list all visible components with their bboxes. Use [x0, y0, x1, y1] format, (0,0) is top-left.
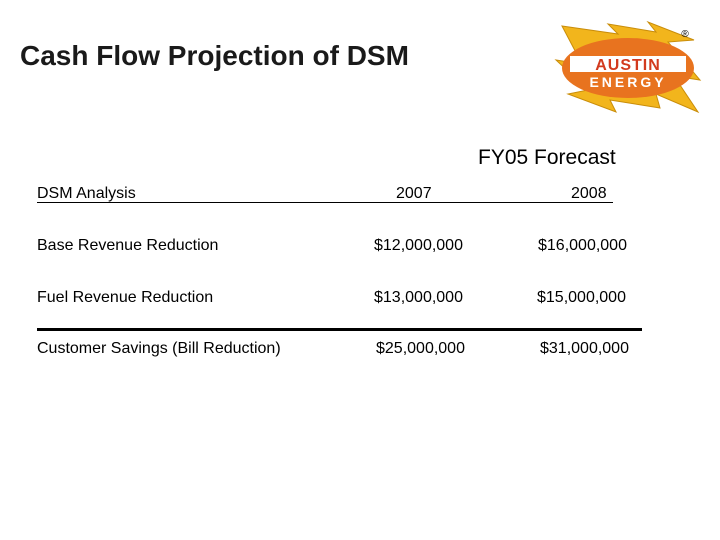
header-underline [37, 202, 613, 203]
logo-text-energy: ENERGY [589, 74, 666, 90]
row-label-base-revenue: Base Revenue Reduction [37, 237, 219, 254]
slide-title: Cash Flow Projection of DSM [20, 40, 409, 71]
header-label-dsm-analysis: DSM Analysis [37, 185, 136, 202]
row-value-base-2008: $16,000,000 [538, 237, 627, 254]
total-divider-line [37, 328, 642, 331]
row-value-fuel-2007: $13,000,000 [374, 289, 463, 306]
logo-band [570, 56, 686, 72]
row-value-base-2007: $12,000,000 [374, 237, 463, 254]
total-label-customer-savings: Customer Savings (Bill Reduction) [37, 340, 281, 357]
total-value-2007: $25,000,000 [376, 340, 465, 357]
registered-mark: ® [681, 29, 689, 40]
row-value-fuel-2008: $15,000,000 [537, 289, 626, 306]
logo-graphic: AUSTIN ENERGY ® [554, 20, 702, 114]
total-value-2008: $31,000,000 [540, 340, 629, 357]
forecast-heading: FY05 Forecast [478, 146, 616, 169]
row-label-fuel-revenue: Fuel Revenue Reduction [37, 289, 214, 306]
header-year-2007: 2007 [396, 185, 432, 202]
header-year-2008: 2008 [571, 185, 607, 202]
austin-energy-logo: AUSTIN ENERGY ® [548, 20, 708, 116]
logo-text-austin: AUSTIN [595, 57, 661, 74]
